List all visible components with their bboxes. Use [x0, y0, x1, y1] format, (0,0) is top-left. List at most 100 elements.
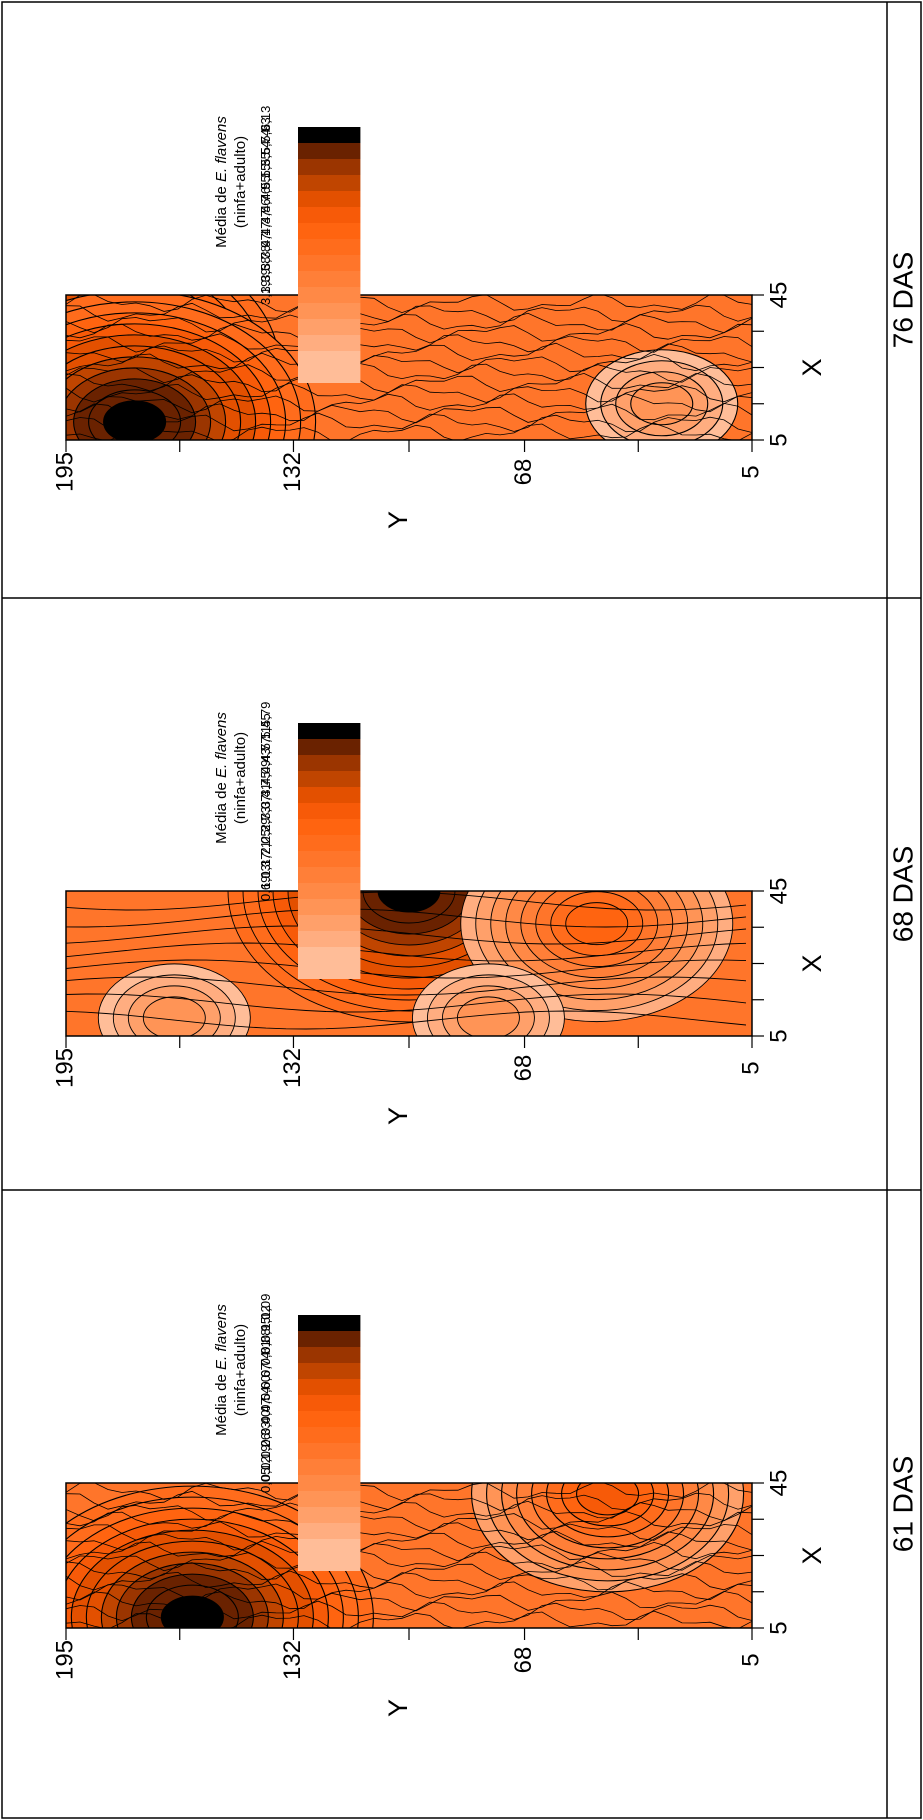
legend-value: 3,78	[258, 245, 273, 270]
y-axis-label: Y	[383, 1699, 413, 1717]
contour-line	[66, 412, 752, 434]
legend-swatch	[298, 1491, 361, 1507]
legend-value: 0,81	[258, 1340, 273, 1365]
legend-value: 3,58	[258, 256, 273, 281]
legend-swatch	[298, 1331, 361, 1347]
legend-value: 0,47	[258, 1398, 273, 1423]
legend-swatch	[298, 319, 361, 335]
legend-swatch	[298, 803, 361, 819]
contour-line	[66, 942, 747, 962]
legend-swatch	[298, 931, 361, 947]
legend-value: 5,74	[258, 129, 273, 154]
y-tick-label: 68	[510, 1055, 537, 1082]
contour-line	[66, 1610, 752, 1628]
legend-swatch	[298, 1507, 361, 1523]
das-label: 61 DAS	[887, 1456, 918, 1553]
contour-line	[66, 1581, 752, 1602]
legend-value: 5,93	[258, 117, 273, 142]
legend-value: 0,12	[258, 1456, 273, 1481]
legend-value: 0,40	[258, 1410, 273, 1435]
contour-line	[66, 1570, 752, 1591]
legend: 1,091,020,950,880,810,740,670,600,540,47…	[213, 1294, 361, 1571]
legend-value: 1,02	[258, 1305, 273, 1330]
contour-ring	[142, 996, 206, 1036]
legend-value: 0,05	[258, 1468, 273, 1493]
legend-swatch	[298, 239, 361, 255]
x-axis-label: X	[797, 358, 827, 376]
contour-line	[66, 993, 747, 1013]
legend-value: 3,39	[258, 268, 273, 293]
legend-swatch	[298, 1395, 361, 1411]
legend-value: 0,54	[258, 1386, 273, 1411]
legend-swatch	[298, 223, 361, 239]
legend-swatch	[298, 787, 361, 803]
legend-value: 1,09	[258, 1294, 273, 1319]
legend-value: 4,95	[258, 175, 273, 200]
legend-title-line2: (ninfa+adulto)	[232, 136, 249, 228]
contour-ring	[630, 382, 694, 426]
y-tick-label: 68	[510, 1647, 537, 1674]
legend-swatch	[298, 771, 361, 787]
contour-ring	[160, 1595, 224, 1628]
legend-value: 3,97	[258, 233, 273, 258]
legend-swatch	[298, 175, 361, 191]
legend-value: 5,54	[258, 140, 273, 165]
contour-line	[66, 332, 752, 353]
contour-line	[66, 891, 747, 911]
contour-line	[66, 382, 752, 403]
x-axis-label: X	[797, 1546, 827, 1564]
legend-title-prefix: Média de	[213, 182, 230, 248]
legend-swatch	[298, 191, 361, 207]
legend-value: 3,41	[258, 783, 273, 808]
x-axis-label: X	[797, 954, 827, 972]
x-tick-label: 45	[765, 878, 792, 905]
contour-line	[66, 402, 752, 424]
y-tick-label: 132	[279, 1640, 306, 1680]
legend-swatch	[298, 883, 361, 899]
legend-value: 4,17	[258, 222, 273, 247]
contour-line	[66, 976, 747, 996]
legend-swatch	[298, 755, 361, 771]
legend-swatch	[298, 159, 361, 175]
contour-ring	[576, 1483, 640, 1516]
contour-line	[66, 363, 752, 384]
legend-value: 5,35	[258, 152, 273, 177]
contour-line	[66, 312, 752, 334]
legend-swatch	[298, 1363, 361, 1379]
y-tick-label: 195	[51, 452, 78, 492]
y-tick-label: 132	[279, 452, 306, 492]
legend-swatch	[298, 1443, 361, 1459]
contour-line	[66, 1540, 752, 1562]
legend-swatch	[298, 255, 361, 271]
legend-swatch	[298, 915, 361, 931]
x-tick-label: 5	[765, 1029, 792, 1042]
y-tick-label: 68	[510, 459, 537, 486]
contour-line	[66, 1600, 752, 1622]
contour-map	[66, 295, 752, 440]
legend-value: 0,26	[258, 1433, 273, 1458]
panel-61-das: 195 132 68 5Y545X1,091,020,950,880,810,740,…	[51, 1294, 918, 1717]
x-tick-label: 45	[765, 282, 792, 309]
legend-swatch	[298, 1523, 361, 1539]
legend-swatch	[298, 899, 361, 915]
legend-swatch	[298, 739, 361, 755]
y-axis-label: Y	[383, 511, 413, 529]
legend-title-line2: (ninfa+adulto)	[232, 1324, 249, 1416]
legend-value: 0,19	[258, 1444, 273, 1469]
contour-line	[66, 925, 747, 945]
contour-line	[66, 342, 752, 363]
legend-value: 3,19	[258, 280, 273, 305]
legend-value: 4,37	[258, 210, 273, 235]
legend-value: 1,03	[258, 864, 273, 889]
legend-value: 5,45	[258, 713, 273, 738]
legend-swatch	[298, 143, 361, 159]
contour-line	[66, 1590, 752, 1612]
contour-ring	[456, 996, 520, 1036]
contour-line	[66, 1530, 752, 1551]
legend-swatch	[298, 207, 361, 223]
legend-swatch	[298, 271, 361, 287]
legend: 5,795,455,114,774,434,093,753,413,072,73…	[213, 702, 361, 979]
legend-swatch	[298, 819, 361, 835]
legend-swatch	[298, 947, 361, 963]
